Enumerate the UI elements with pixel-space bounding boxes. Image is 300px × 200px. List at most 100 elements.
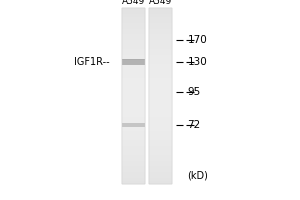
Bar: [122, 75, 145, 78]
Bar: [149, 108, 172, 111]
Bar: [122, 59, 145, 65]
Bar: [149, 87, 172, 90]
Bar: [149, 29, 172, 31]
Bar: [122, 181, 145, 184]
Bar: [122, 105, 145, 108]
Bar: [149, 163, 172, 166]
Bar: [122, 149, 145, 152]
Bar: [149, 134, 172, 137]
Bar: [122, 49, 145, 52]
Bar: [122, 161, 145, 163]
Bar: [122, 58, 145, 61]
Bar: [122, 90, 145, 93]
Bar: [122, 81, 145, 84]
Bar: [122, 87, 145, 90]
Bar: [122, 59, 145, 60]
Bar: [122, 73, 145, 75]
Bar: [122, 131, 145, 134]
Bar: [149, 46, 172, 49]
Bar: [122, 59, 145, 60]
Bar: [149, 102, 172, 105]
Bar: [122, 108, 145, 111]
Bar: [149, 146, 172, 149]
Bar: [122, 178, 145, 181]
Bar: [122, 43, 145, 46]
Bar: [149, 81, 172, 84]
Bar: [149, 14, 172, 17]
Text: A549: A549: [149, 0, 172, 6]
Bar: [122, 59, 145, 60]
Bar: [122, 146, 145, 149]
Bar: [122, 59, 145, 60]
Bar: [149, 96, 172, 99]
Bar: [149, 137, 172, 140]
Bar: [122, 59, 145, 60]
Text: A549: A549: [122, 0, 145, 6]
Bar: [122, 119, 145, 122]
Bar: [122, 59, 145, 60]
Bar: [122, 59, 145, 60]
Bar: [122, 17, 145, 20]
Bar: [122, 52, 145, 55]
Bar: [122, 20, 145, 23]
Bar: [149, 99, 172, 102]
Text: IGF1R--: IGF1R--: [74, 57, 110, 67]
Bar: [122, 59, 145, 60]
Bar: [149, 181, 172, 184]
Bar: [122, 134, 145, 137]
Bar: [149, 78, 172, 81]
Bar: [122, 99, 145, 102]
Bar: [149, 117, 172, 119]
Bar: [149, 128, 172, 131]
Bar: [149, 70, 172, 73]
Bar: [149, 143, 172, 146]
Bar: [122, 59, 145, 60]
Bar: [149, 37, 172, 40]
Bar: [122, 8, 145, 184]
Bar: [149, 23, 172, 26]
Text: (kD): (kD): [188, 170, 208, 180]
Bar: [122, 166, 145, 169]
Bar: [122, 59, 145, 60]
Bar: [149, 43, 172, 46]
Bar: [149, 125, 172, 128]
Bar: [149, 58, 172, 61]
Bar: [149, 111, 172, 114]
Bar: [149, 149, 172, 152]
Bar: [122, 26, 145, 29]
Bar: [149, 34, 172, 37]
Bar: [149, 8, 172, 11]
Bar: [122, 40, 145, 43]
Bar: [149, 8, 172, 184]
Bar: [122, 158, 145, 161]
Bar: [149, 40, 172, 43]
Bar: [149, 172, 172, 175]
Bar: [149, 20, 172, 23]
Bar: [149, 84, 172, 87]
Bar: [122, 46, 145, 49]
Bar: [122, 14, 145, 17]
Bar: [122, 59, 145, 60]
Bar: [122, 152, 145, 155]
Bar: [149, 52, 172, 55]
Bar: [122, 172, 145, 175]
Bar: [149, 64, 172, 67]
Bar: [122, 122, 145, 125]
Bar: [122, 137, 145, 140]
Text: 72: 72: [188, 120, 201, 130]
Bar: [122, 70, 145, 73]
Bar: [122, 23, 145, 26]
Bar: [149, 93, 172, 96]
Bar: [122, 11, 145, 14]
Bar: [122, 169, 145, 172]
Bar: [122, 128, 145, 131]
Bar: [149, 67, 172, 70]
Bar: [122, 59, 145, 60]
Bar: [122, 55, 145, 58]
Bar: [122, 96, 145, 99]
Bar: [122, 31, 145, 34]
Bar: [149, 140, 172, 143]
Bar: [149, 122, 172, 125]
Bar: [122, 8, 145, 11]
Bar: [122, 155, 145, 158]
